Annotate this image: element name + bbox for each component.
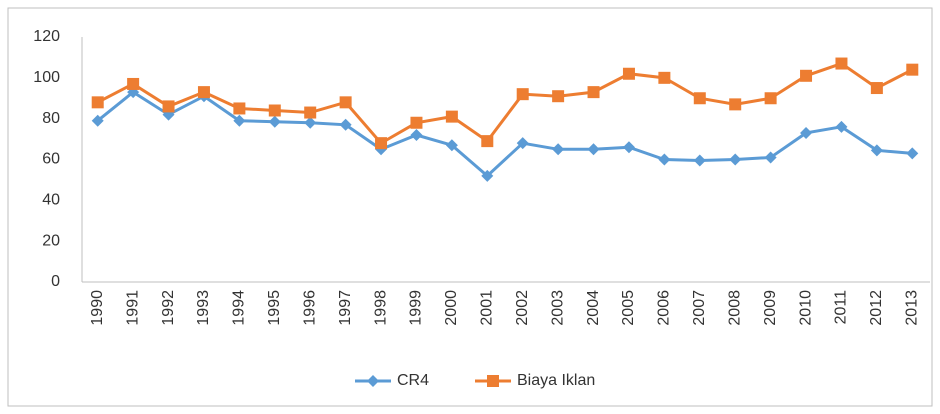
marker (445, 110, 458, 123)
y-tick-label: 100 (33, 69, 60, 86)
x-tick-label: 2007 (691, 290, 708, 326)
marker (906, 147, 919, 160)
marker (658, 71, 671, 84)
marker (835, 57, 848, 70)
x-tick-label: 2013 (904, 290, 921, 326)
x-tick-label: 1997 (337, 290, 354, 326)
x-tick-label: 2000 (443, 290, 460, 326)
marker (622, 67, 635, 80)
marker (367, 375, 379, 387)
marker (339, 96, 352, 109)
x-tick-label: 2010 (797, 290, 814, 326)
marker (268, 115, 281, 128)
legend-label: Biaya Iklan (517, 372, 595, 389)
y-tick-label: 80 (42, 110, 60, 127)
x-tick-label: 1991 (124, 290, 141, 326)
marker (622, 141, 635, 154)
marker (693, 92, 706, 105)
marker (487, 375, 499, 387)
marker (800, 126, 813, 139)
marker (764, 151, 777, 164)
marker (658, 153, 671, 166)
marker (91, 114, 104, 127)
y-tick-label: 20 (42, 232, 60, 249)
marker (410, 116, 423, 129)
series-line (96, 90, 913, 178)
chart-border (7, 7, 933, 407)
x-tick-label: 2006 (656, 290, 673, 326)
x-tick-label: 1994 (231, 290, 248, 326)
x-tick-label: 1999 (408, 290, 425, 326)
marker (91, 96, 104, 109)
y-tick-label: 120 (33, 28, 60, 45)
marker (870, 82, 883, 95)
x-tick-label: 2011 (833, 290, 850, 325)
marker (304, 106, 317, 119)
marker (835, 120, 848, 133)
marker (445, 139, 458, 152)
marker (516, 137, 529, 150)
marker (162, 100, 175, 113)
x-tick-label: 2004 (585, 290, 602, 326)
y-tick-label: 40 (42, 192, 60, 209)
marker (481, 135, 494, 148)
x-tick-label: 1993 (195, 290, 212, 326)
marker (481, 169, 494, 182)
marker (268, 104, 281, 117)
x-tick-label: 1998 (372, 290, 389, 326)
marker (800, 69, 813, 82)
marker (587, 143, 600, 156)
y-tick-label: 0 (51, 273, 60, 290)
marker (552, 90, 565, 103)
marker (693, 154, 706, 167)
x-tick-label: 1990 (89, 290, 106, 326)
x-tick-label: 2012 (868, 290, 885, 326)
x-tick-label: 1996 (301, 290, 318, 326)
marker (410, 129, 423, 141)
marker (304, 116, 317, 129)
marker (375, 137, 388, 150)
marker (233, 114, 246, 127)
x-tick-label: 2005 (620, 290, 637, 326)
x-tick-label: 2003 (549, 290, 566, 326)
x-tick-label: 1992 (160, 290, 177, 326)
marker (127, 77, 140, 90)
x-tick-label: 2009 (762, 290, 779, 326)
marker (906, 63, 919, 76)
marker (197, 86, 210, 99)
marker (764, 92, 777, 105)
x-tick-label: 2008 (726, 290, 743, 326)
x-tick-label: 2001 (479, 290, 496, 326)
marker (729, 153, 742, 166)
marker (552, 143, 565, 156)
marker (587, 86, 600, 99)
marker (516, 88, 529, 101)
y-tick-label: 60 (42, 151, 60, 168)
legend-label: CR4 (397, 372, 429, 389)
marker (870, 144, 883, 157)
x-tick-label: 1995 (266, 290, 283, 326)
x-tick-label: 2002 (514, 290, 531, 326)
marker (729, 98, 742, 111)
marker (233, 102, 246, 115)
marker (339, 118, 352, 131)
